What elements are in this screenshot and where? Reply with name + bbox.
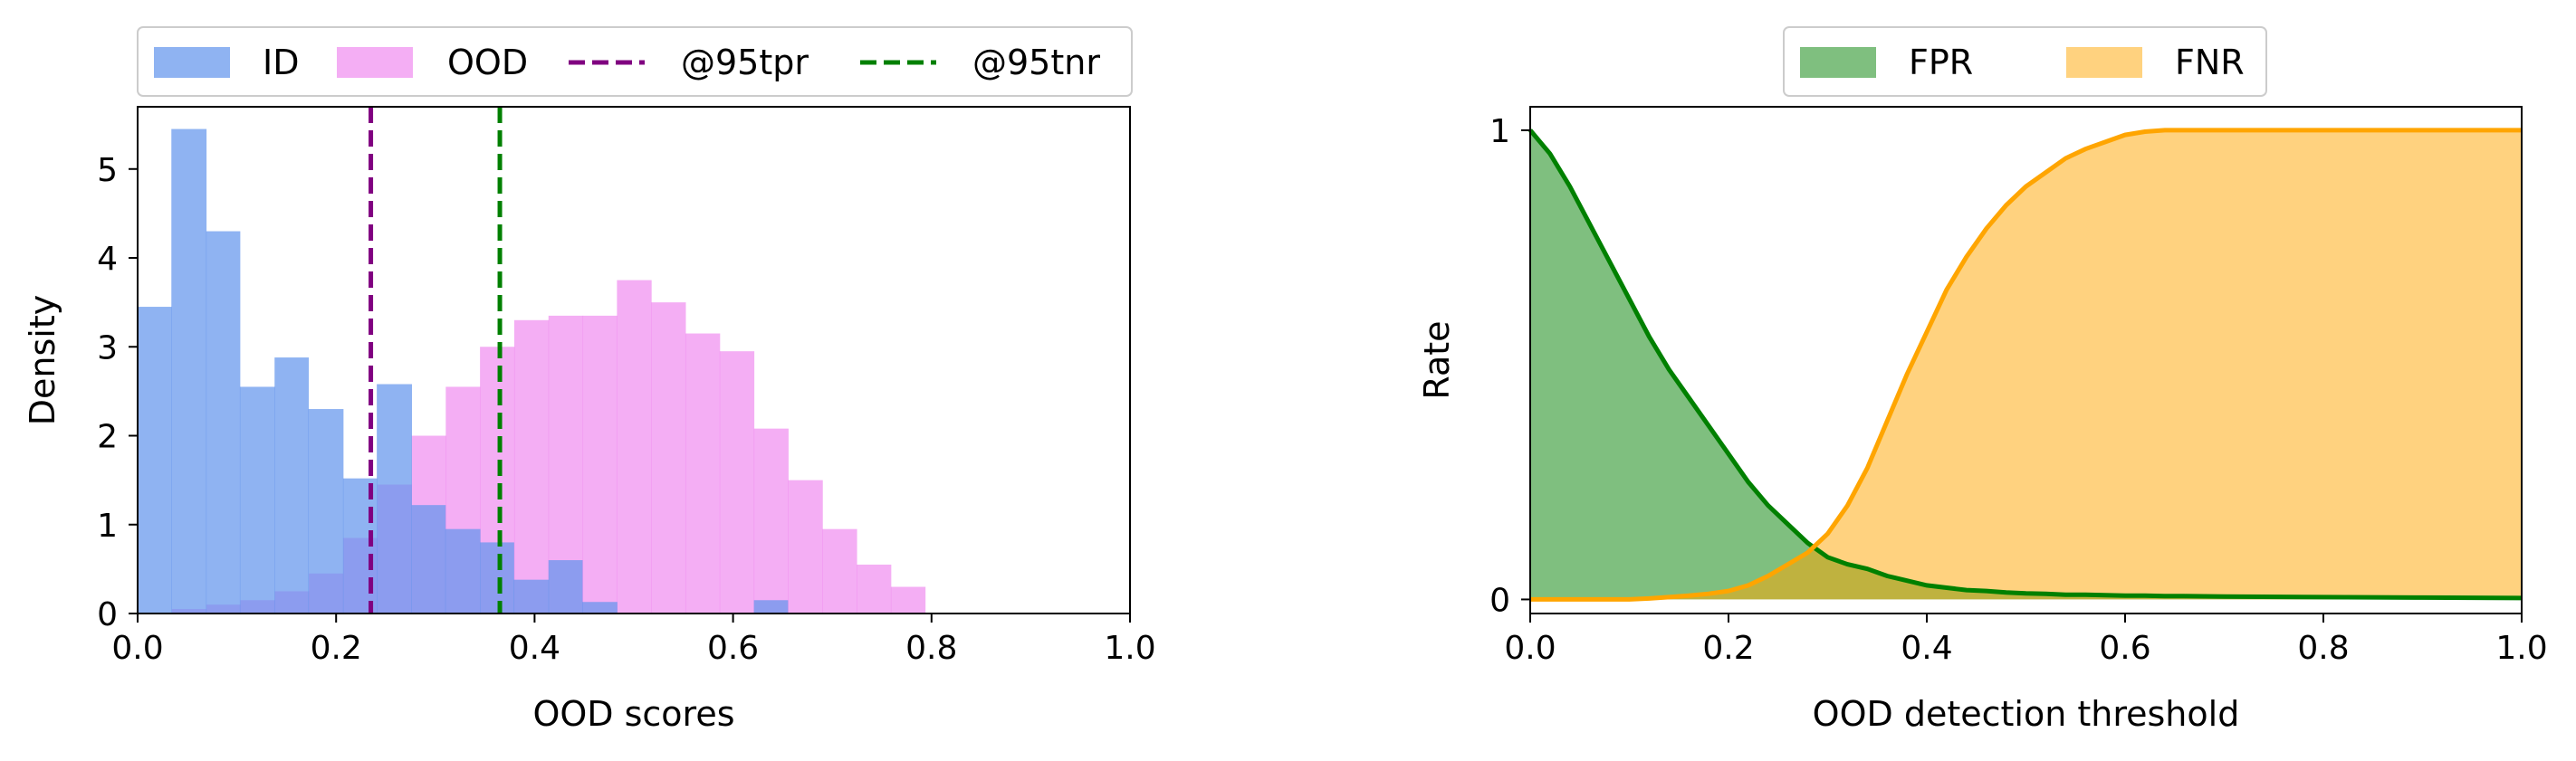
id-bar xyxy=(753,600,789,614)
rate-x-ticks: 0.0 0.2 0.4 0.6 0.8 1.0 xyxy=(1504,614,2548,667)
legend-fpr-patch xyxy=(1800,47,1876,78)
x-tick-label: 0.8 xyxy=(905,630,957,667)
histogram-y-ticks: 0 1 2 3 4 5 xyxy=(97,152,138,633)
id-bar xyxy=(513,579,550,614)
id-bars xyxy=(138,128,789,614)
id-bar xyxy=(274,357,310,614)
ood-bar xyxy=(582,315,618,614)
legend-95tpr-label: @95tpr xyxy=(681,43,809,82)
histogram-legend: ID OOD @95tpr @95tnr xyxy=(137,26,1133,97)
y-tick-label: 5 xyxy=(97,152,118,189)
y-tick-label: 1 xyxy=(1489,113,1510,150)
legend-id-patch xyxy=(154,47,230,78)
id-bar xyxy=(206,231,241,614)
histogram-x-axis-label: OOD scores xyxy=(532,694,734,734)
legend-fpr-label: FPR xyxy=(1909,43,1973,82)
id-bar xyxy=(582,602,618,614)
y-tick-label: 0 xyxy=(1489,582,1510,619)
ood-bar xyxy=(685,333,721,614)
legend-id-label: ID xyxy=(263,43,299,82)
id-bar xyxy=(308,409,344,614)
ood-bar xyxy=(719,351,755,614)
rate-x-axis-label: OOD detection threshold xyxy=(1813,694,2240,734)
x-tick-label: 0.2 xyxy=(311,630,362,667)
id-bar xyxy=(548,560,583,614)
ood-bar xyxy=(857,564,892,614)
legend-ood-label: OOD xyxy=(447,43,528,82)
x-tick-label: 1.0 xyxy=(1104,630,1155,667)
ood-bar xyxy=(513,319,550,614)
fnr-line xyxy=(1530,128,2522,602)
ood-bar xyxy=(617,280,652,614)
fpr-line xyxy=(1528,128,2523,601)
x-tick-label: 0.0 xyxy=(111,630,163,667)
histogram-chart: 0.0 0.2 0.4 0.6 0.8 1.0 0 1 2 3 4 5 OOD scores Den… xyxy=(23,26,1156,734)
x-tick-label: 1.0 xyxy=(2495,630,2547,667)
ood-bar xyxy=(651,302,686,614)
legend-95tnr-label: @95tnr xyxy=(972,43,1100,82)
y-tick-label: 0 xyxy=(97,596,118,633)
rate-axes-frame xyxy=(1529,106,2523,614)
y-tick-label: 4 xyxy=(97,241,118,278)
x-tick-label: 0.6 xyxy=(2099,630,2150,667)
fnr-area xyxy=(1530,129,2522,600)
fpr-area xyxy=(1530,129,2522,600)
x-tick-label: 0.2 xyxy=(1702,630,1754,667)
y-tick-label: 1 xyxy=(97,508,118,545)
histogram-y-axis-label: Density xyxy=(23,295,62,425)
rate-legend: FPR FNR xyxy=(1783,26,2267,97)
id-bar xyxy=(411,505,446,614)
legend-fnr-label: FNR xyxy=(2175,43,2245,82)
id-bar xyxy=(239,386,275,614)
ood-bar xyxy=(890,586,926,614)
id-bar xyxy=(377,384,412,614)
ood-bar xyxy=(788,480,823,614)
id-bar xyxy=(445,528,481,614)
histogram-legend-frame xyxy=(137,26,1133,97)
id-bar xyxy=(171,128,207,614)
x-tick-label: 0.6 xyxy=(707,630,759,667)
rate-legend-frame xyxy=(1783,26,2267,97)
x-tick-label: 0.0 xyxy=(1504,630,1556,667)
x-tick-label: 0.8 xyxy=(2297,630,2349,667)
id-bar xyxy=(480,542,514,614)
ood-bar xyxy=(753,428,789,614)
id-bar xyxy=(138,307,172,614)
x-tick-label: 0.4 xyxy=(1901,630,1952,667)
y-tick-label: 3 xyxy=(97,329,118,366)
rate-y-ticks: 01 xyxy=(1489,113,1530,619)
y-tick-label: 2 xyxy=(97,419,118,456)
legend-fnr-patch xyxy=(2066,47,2142,78)
legend-ood-patch xyxy=(337,47,413,78)
ood-bar xyxy=(822,528,857,614)
x-tick-label: 0.4 xyxy=(509,630,560,667)
rate-chart: 0.0 0.2 0.4 0.6 0.8 1.0 01 OOD detection thre… xyxy=(1417,26,2548,734)
histogram-x-ticks: 0.0 0.2 0.4 0.6 0.8 1.0 xyxy=(111,614,1156,667)
rate-y-axis-label: Rate xyxy=(1417,320,1457,399)
histogram-axes-frame xyxy=(137,106,1131,614)
